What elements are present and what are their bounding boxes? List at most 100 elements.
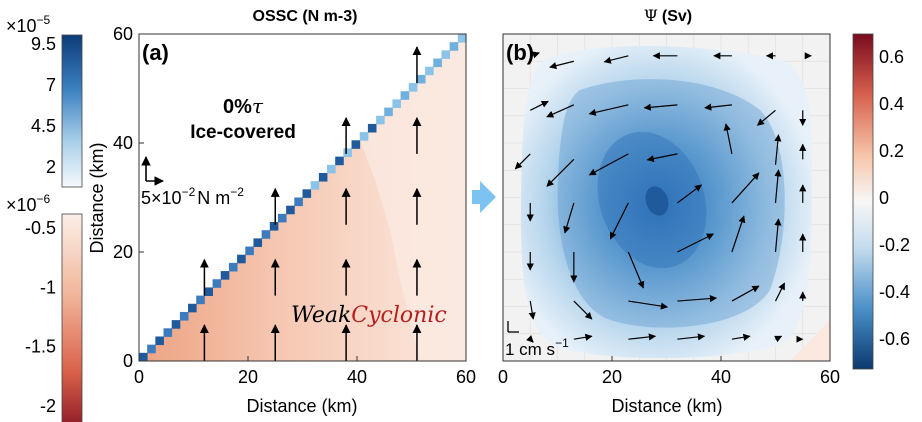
colorbar-tick-label: 0 [879, 188, 889, 208]
wall-cell [261, 230, 271, 239]
cb-top-ticks: 9.5 7 4.5 2 [31, 34, 56, 177]
ice-wall-staircase [139, 34, 467, 362]
panel-b-scale-arrow [507, 321, 519, 333]
wall-cell [253, 238, 263, 247]
x-tick-label: 40 [711, 367, 731, 387]
psi-field [520, 45, 830, 361]
colorbar-tick-label: 9.5 [31, 34, 56, 54]
wall-cell [408, 83, 418, 92]
panel-a-ylabel: Distance (km) [87, 142, 107, 253]
panel-a-frame [138, 33, 467, 362]
velocity-vector [731, 172, 760, 204]
x-tick-label: 20 [602, 367, 622, 387]
velocity-vector [526, 335, 534, 343]
panel-a-axes: 0 20 40 60 0 20 40 60 [113, 24, 476, 387]
stress-arrows [199, 46, 422, 361]
velocity-vector [546, 104, 575, 118]
cb-top-bar [61, 34, 83, 188]
colorbar-tick-label: -0.4 [879, 282, 910, 302]
cb-bottom-ticks: -0.5 -1 -1.5 -2 [25, 218, 56, 416]
wall-cell [318, 172, 328, 182]
wall-cell [220, 271, 230, 280]
velocity-vector [731, 215, 746, 253]
velocity-vector [774, 218, 782, 253]
velocity-vector [529, 100, 549, 111]
wall-cell [188, 303, 197, 313]
wall-cell [245, 246, 254, 256]
colorbar-tick-label: 2 [46, 157, 56, 177]
wall-cell [163, 328, 173, 337]
colorbar-tick-label: 0.6 [879, 47, 904, 67]
panel-a-xlabel: Distance (km) [246, 396, 357, 416]
panel-b: Ψ (Sv) (b) 1 cm s−1 0 20 40 60 Distance (km)… [498, 6, 910, 416]
cb-bottom-exponent: ×10−6 [6, 192, 51, 215]
velocity-vector [573, 333, 593, 341]
x-tick-label: 60 [456, 367, 476, 387]
velocity-vector [723, 123, 733, 155]
y-tick-label: 60 [113, 24, 133, 44]
velocity-vectors [514, 51, 812, 343]
y-tick-label: 0 [123, 351, 133, 371]
velocity-vector [756, 109, 776, 126]
wall-cell [392, 99, 402, 108]
wall-cell [335, 156, 344, 166]
cb-top-exponent: ×10−5 [6, 13, 51, 36]
wall-cell [343, 148, 352, 158]
right-colorbar-ticks: 0.6 0.4 0.2 0 -0.2 -0.4 -0.6 [879, 47, 910, 349]
velocity-vector [677, 294, 718, 303]
wall-cell [433, 58, 442, 68]
wall-cell [237, 254, 246, 264]
velocity-vector [603, 55, 629, 64]
velocity-vector [588, 153, 629, 176]
cb-bottom-bar [61, 213, 83, 422]
velocity-vector [704, 103, 732, 111]
wall-cell [269, 222, 279, 231]
velocity-vector [609, 202, 629, 240]
right-colorbar-bar [852, 33, 874, 370]
y-tick-label: 20 [113, 242, 133, 262]
panel-a: OSSC (N m-3) Distance (km) (a) 0%τ Ice-c… [87, 8, 476, 416]
colorbar-tick-label: 4.5 [31, 116, 56, 136]
velocity-vector [643, 103, 678, 111]
colorbar-tick-label: -0.6 [879, 329, 910, 349]
velocity-vector [628, 300, 669, 310]
panel-a-ice-covered: Ice-covered [190, 122, 296, 143]
x-tick-label: 60 [820, 367, 840, 387]
wall-cell [294, 197, 303, 207]
panel-a-scale-arrow [141, 156, 164, 186]
wall-cell [384, 107, 393, 117]
wall-cell [457, 34, 467, 43]
velocity-vector [774, 282, 786, 302]
wall-cell [139, 352, 148, 362]
wall-cell [228, 262, 238, 272]
wall-cell [376, 115, 385, 125]
colorbar-tick-label: -0.2 [879, 235, 910, 255]
velocity-vector [627, 251, 645, 289]
wall-cell [416, 74, 426, 84]
panel-a-annotation: WeakCyclonic [291, 303, 447, 328]
left-colorbars: ×10−5 9.5 7 4.5 2 ×10−6 -0.5 -1 -1.5 -2 [6, 13, 83, 422]
colorbar-tick-label: -1.5 [25, 337, 56, 357]
wall-cell [425, 66, 434, 76]
panel-b-axes: 0 20 40 60 [498, 356, 840, 387]
x-tick-label: 20 [238, 367, 258, 387]
wall-cell [286, 205, 295, 215]
velocity-vector [677, 184, 702, 204]
wall-cell [449, 42, 459, 51]
panel-a-tau-text: 0%τ [223, 94, 264, 118]
y-tick-label: 40 [113, 133, 133, 153]
velocity-vector [573, 300, 593, 320]
wall-cell [212, 279, 222, 288]
velocity-vector [774, 335, 783, 343]
velocity-vector [677, 333, 706, 341]
wall-cell [179, 311, 189, 321]
velocity-vector [563, 202, 575, 234]
colorbar-tick-label: -0.5 [25, 218, 56, 238]
wall-cell [147, 344, 156, 354]
wall-cell [171, 320, 181, 329]
colorbar-tick-label: -2 [40, 396, 56, 416]
x-tick-label: 0 [134, 367, 144, 387]
velocity-vector [588, 104, 629, 116]
x-tick-label: 0 [498, 367, 508, 387]
wall-cell [277, 213, 287, 223]
